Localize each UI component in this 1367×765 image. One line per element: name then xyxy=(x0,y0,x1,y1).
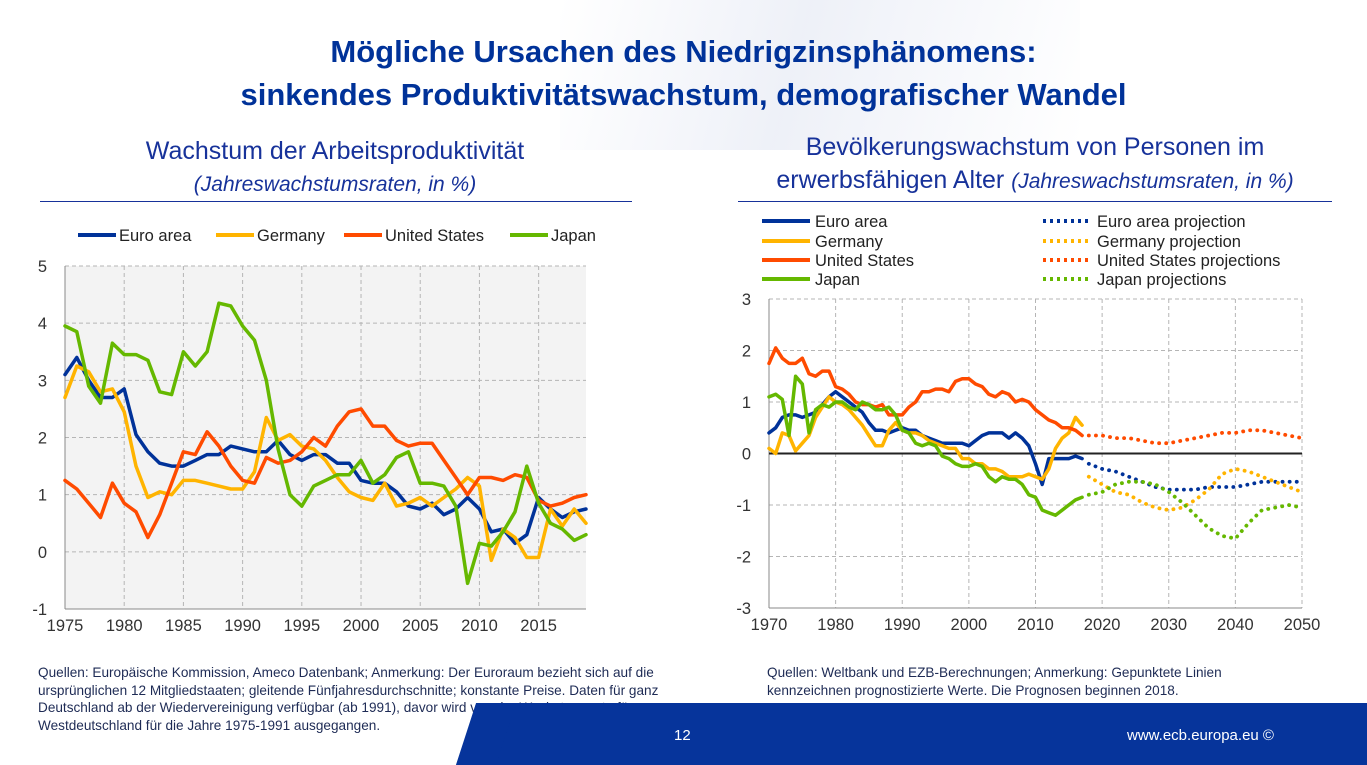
legend-euro-area-label: Euro area xyxy=(815,213,888,231)
legend-united-states: United States xyxy=(344,227,484,245)
y-tick-label: -1 xyxy=(736,497,751,515)
legend-germany: Germany xyxy=(216,227,326,245)
legend-united-states-projections-label: United States projections xyxy=(1097,252,1280,270)
germany-line xyxy=(63,364,588,563)
legend-japan: Japan xyxy=(510,227,596,245)
legend-united-states: United States xyxy=(762,252,914,270)
x-tick-label: 1995 xyxy=(283,617,320,635)
x-tick-label: 2000 xyxy=(951,616,988,634)
right-chart-unit: (Jahreswachstumsraten, in %) xyxy=(1011,170,1294,193)
slide-title-line1: Mögliche Ursachen des Niedrigzinsphänome… xyxy=(330,34,1037,69)
website-link[interactable]: www.ecb.europa.eu © xyxy=(1127,727,1274,744)
x-tick-label: 2040 xyxy=(1217,616,1254,634)
legend-euro-area-projection: Euro area projection xyxy=(1043,213,1246,231)
legend-united-states-projections: United States projections xyxy=(1043,252,1280,270)
x-tick-label: 2005 xyxy=(402,617,439,635)
x-tick-label: 1990 xyxy=(224,617,261,635)
x-tick-label: 2030 xyxy=(1150,616,1187,634)
y-tick-label: 3 xyxy=(38,372,47,390)
x-tick-label: 1990 xyxy=(884,616,921,634)
y-tick-label: 4 xyxy=(38,315,47,333)
legend-germany: Germany xyxy=(762,233,884,251)
legend-germany-label: Germany xyxy=(257,227,326,245)
x-tick-label: 2015 xyxy=(520,617,557,635)
legend-japan-label: Japan xyxy=(815,271,860,289)
y-tick-label: 0 xyxy=(38,544,47,562)
legend-japan-projections-label: Japan projections xyxy=(1097,271,1226,289)
y-tick-label: 1 xyxy=(742,394,751,412)
right-chart-title-line2: erwerbsfähigen Alter xyxy=(776,166,1005,194)
y-tick-label: -2 xyxy=(736,549,751,567)
x-tick-label: 2050 xyxy=(1284,616,1321,634)
right-heading-rule xyxy=(738,201,1332,202)
legend-germany-label: Germany xyxy=(815,233,884,251)
united-states-line xyxy=(63,407,588,540)
left-chart-unit: (Jahreswachstumsraten, in %) xyxy=(193,173,477,196)
x-tick-label: 1980 xyxy=(106,617,143,635)
right-chart-heading: Bevölkerungswachstum von Personen im erw… xyxy=(740,131,1330,198)
united-states-projections-line xyxy=(1086,428,1304,446)
legend-euro-area: Euro area xyxy=(78,227,192,245)
euro-area-line xyxy=(63,355,588,546)
legend-euro-area-projection-label: Euro area projection xyxy=(1097,213,1246,231)
germany-line xyxy=(767,395,1084,482)
left-chart-heading: Wachstum der Arbeitsproduktivität (Jahre… xyxy=(40,135,630,201)
x-tick-label: 2010 xyxy=(461,617,498,635)
x-tick-label: 2000 xyxy=(343,617,380,635)
y-tick-label: -1 xyxy=(32,601,47,619)
legend-euro-area: Euro area xyxy=(762,213,888,231)
y-tick-label: 0 xyxy=(742,446,751,464)
y-tick-label: 2 xyxy=(742,343,751,361)
left-source-note: Quellen: Europäische Kommission, Ameco D… xyxy=(38,665,659,733)
slide-title-line2: sinkendes Produktivitätswachstum, demogr… xyxy=(240,77,1127,112)
page-number: 12 xyxy=(674,727,691,744)
left-chart-title: Wachstum der Arbeitsproduktivität xyxy=(145,137,525,165)
germany-projection-line xyxy=(1086,466,1304,513)
japan-line xyxy=(767,374,1084,518)
left-heading-rule xyxy=(40,201,632,202)
right-chart-title-line1: Bevölkerungswachstum von Personen im xyxy=(805,133,1265,161)
x-tick-label: 1970 xyxy=(751,616,788,634)
y-tick-label: 5 xyxy=(38,258,47,276)
x-tick-label: 1985 xyxy=(165,617,202,635)
x-tick-label: 1980 xyxy=(817,616,854,634)
right-source-note: Quellen: Weltbank und EZB-Berechnungen; … xyxy=(767,665,1222,698)
united-states-line xyxy=(767,346,1084,438)
y-tick-label: 2 xyxy=(38,430,47,448)
legend-japan: Japan xyxy=(762,271,860,289)
legend-euro-area-label: Euro area xyxy=(119,227,192,245)
slide-title: Mögliche Ursachen des Niedrigzinsphänome… xyxy=(0,30,1367,116)
background-decoration xyxy=(560,0,1080,150)
legend-japan-label: Japan xyxy=(551,227,596,245)
legend-united-states-label: United States xyxy=(815,252,914,270)
legend-germany-projection: Germany projection xyxy=(1043,233,1241,251)
euro-area-projection-line xyxy=(1086,461,1304,492)
legend-germany-projection-label: Germany projection xyxy=(1097,233,1241,251)
legend-united-states-label: United States xyxy=(385,227,484,245)
y-tick-label: -3 xyxy=(736,600,751,618)
x-tick-label: 2020 xyxy=(1084,616,1121,634)
japan-line xyxy=(63,301,588,586)
x-tick-label: 1975 xyxy=(47,617,84,635)
legend-japan-projections: Japan projections xyxy=(1043,271,1226,289)
y-tick-label: 3 xyxy=(742,291,751,309)
japan-projections-line xyxy=(1086,479,1304,541)
footer-bar xyxy=(487,703,1367,765)
right-legend: Euro area Germany United States Japan Eu… xyxy=(762,213,1280,289)
left-legend: Euro area Germany United States Japan xyxy=(78,227,596,245)
y-tick-label: 1 xyxy=(38,487,47,505)
x-tick-label: 2010 xyxy=(1017,616,1054,634)
